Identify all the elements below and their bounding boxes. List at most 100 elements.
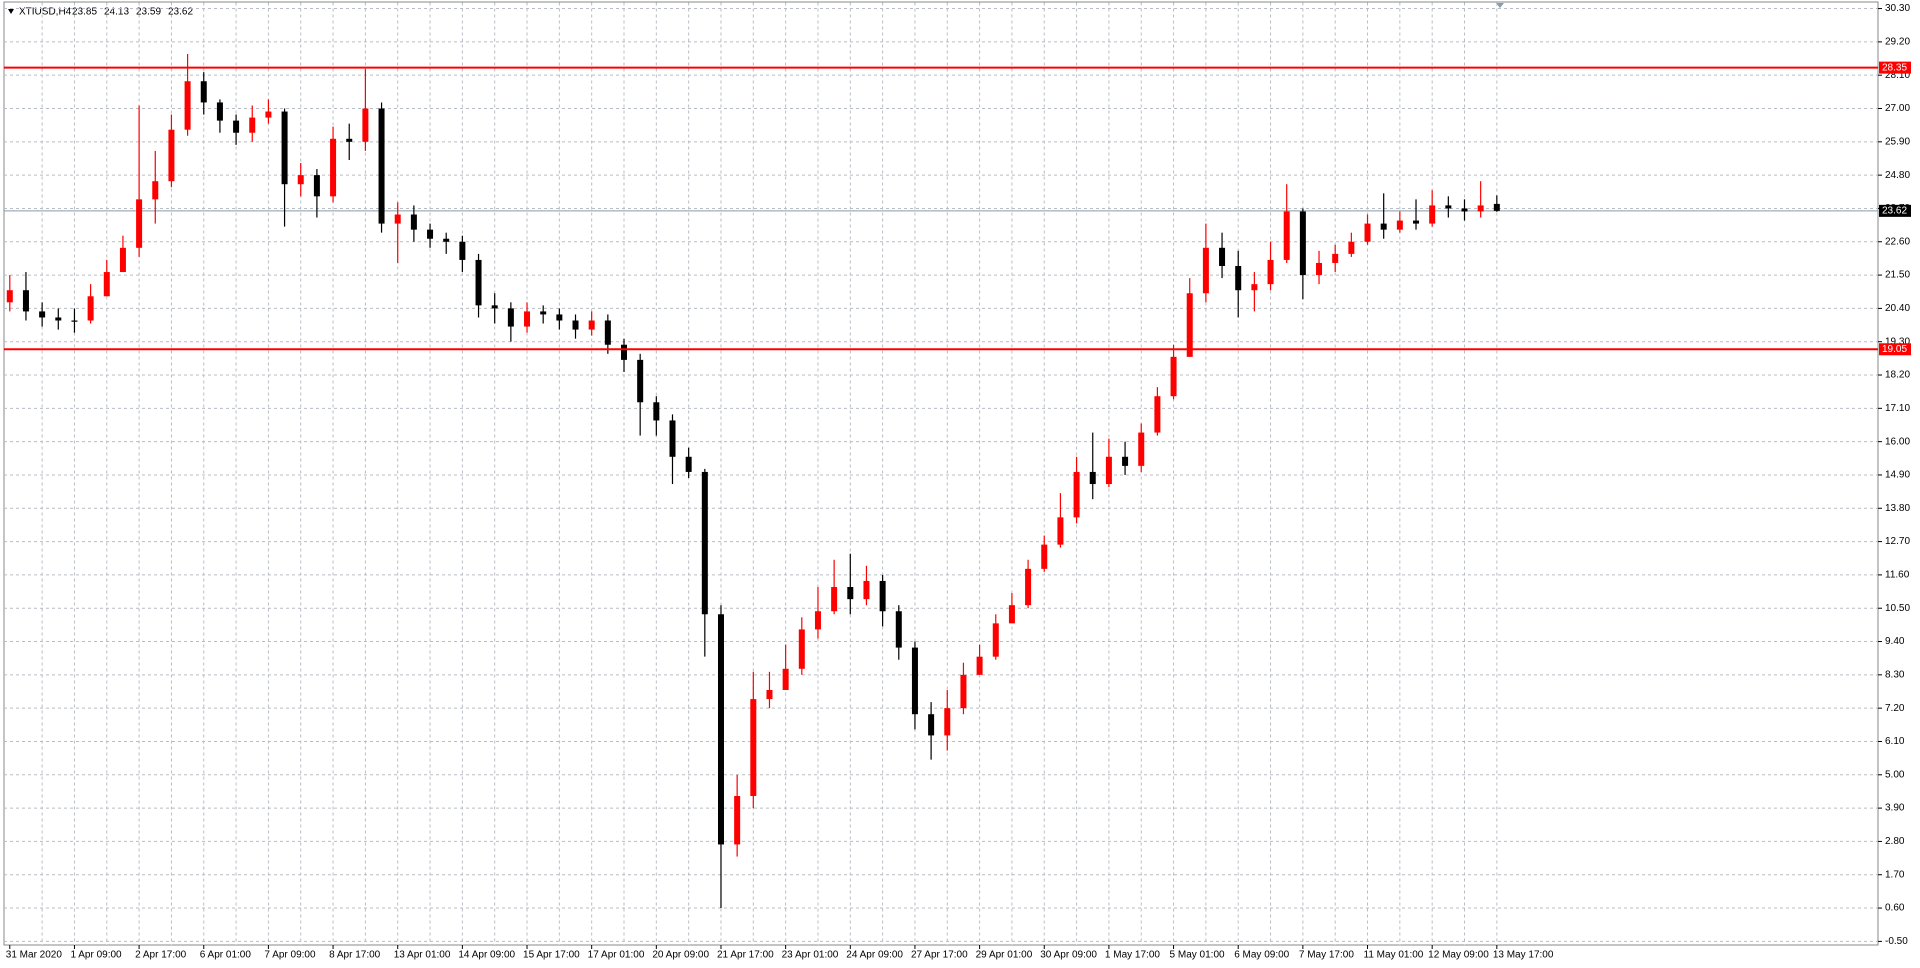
candle-body	[1219, 247, 1226, 266]
candle-body	[184, 81, 191, 130]
candle-body	[1283, 211, 1290, 260]
x-tick-label: 8 Apr 17:00	[329, 950, 381, 961]
candle-body	[992, 623, 999, 657]
candle-body	[895, 611, 902, 648]
y-tick-label: 7.20	[1885, 703, 1905, 714]
candle-body	[1316, 262, 1323, 276]
candle-body	[119, 247, 126, 273]
x-tick-label: 30 Apr 09:00	[1040, 950, 1097, 961]
y-tick-label: 16.00	[1885, 436, 1910, 447]
candle-body	[782, 668, 789, 690]
x-tick-label: 20 Apr 09:00	[652, 950, 709, 961]
candle-body	[588, 320, 595, 330]
candle-body	[87, 296, 94, 321]
x-tick-label: 31 Mar 2020	[6, 950, 63, 961]
candle-body	[863, 580, 870, 600]
y-tick-label: 0.60	[1885, 903, 1905, 914]
y-tick-label: 14.90	[1885, 470, 1910, 481]
y-tick-label: 12.70	[1885, 536, 1910, 547]
y-tick-label: 28.10	[1885, 70, 1910, 81]
x-tick-label: 15 Apr 17:00	[523, 950, 580, 961]
candle-body	[1138, 432, 1145, 466]
candle-body	[1235, 265, 1242, 291]
level-label-box	[1879, 61, 1911, 74]
x-tick-label: 1 Apr 09:00	[70, 950, 122, 961]
candle-body	[685, 456, 692, 472]
candle-body	[524, 311, 531, 327]
candle-body	[701, 471, 708, 615]
y-tick-label: 21.50	[1885, 270, 1910, 281]
candle-body	[1041, 544, 1048, 569]
candle-body	[1008, 605, 1015, 624]
candle-body	[1380, 223, 1387, 230]
candle-body	[604, 320, 611, 345]
y-tick-label: 13.80	[1885, 503, 1910, 514]
candle-body	[346, 138, 353, 142]
candle-body	[427, 229, 434, 239]
candle-body	[572, 320, 579, 330]
candle-body	[265, 111, 272, 118]
candle-body	[1493, 203, 1500, 211]
candle-body	[378, 108, 385, 224]
candle-body	[1445, 205, 1452, 209]
candle-body	[669, 420, 676, 457]
y-tick-label: 10.50	[1885, 603, 1910, 614]
candle-body	[1348, 241, 1355, 254]
candle-body	[944, 708, 951, 736]
y-tick-label: 29.20	[1885, 37, 1910, 48]
candle-body	[847, 587, 854, 600]
candle-body	[330, 138, 337, 197]
y-tick-label: 17.10	[1885, 403, 1910, 414]
x-tick-label: 1 May 17:00	[1105, 950, 1160, 961]
y-tick-label: 6.10	[1885, 736, 1905, 747]
candle-body	[1122, 456, 1129, 466]
y-tick-label: 20.40	[1885, 303, 1910, 314]
candle-body	[653, 402, 660, 421]
candle-body	[1332, 253, 1339, 263]
y-tick-label: 3.90	[1885, 803, 1905, 814]
y-tick-label: 19.30	[1885, 336, 1910, 347]
candle-body	[928, 714, 935, 736]
candle-body	[507, 308, 514, 327]
candle-body	[879, 580, 886, 612]
candle-body	[814, 611, 821, 630]
y-tick-label: 22.60	[1885, 236, 1910, 247]
current-price-label: 23.62	[1882, 206, 1907, 217]
plot-frame	[3, 1, 1879, 946]
candle-body	[540, 311, 547, 315]
candle-body	[766, 689, 773, 700]
y-tick-label: 5.00	[1885, 769, 1905, 780]
x-tick-label: 12 May 09:00	[1428, 950, 1489, 961]
x-tick-label: 11 May 01:00	[1364, 950, 1424, 961]
candle-body	[911, 647, 918, 715]
header-value: 23.59	[136, 7, 161, 18]
y-tick-label: 25.90	[1885, 136, 1910, 147]
y-tick-label: -0.50	[1885, 936, 1908, 947]
candle-body	[798, 629, 805, 669]
y-tick-label: 24.80	[1885, 170, 1910, 181]
candle-body	[1154, 396, 1161, 433]
x-tick-label: 21 Apr 17:00	[717, 950, 774, 961]
candle-body	[1089, 471, 1096, 485]
x-tick-label: 24 Apr 09:00	[846, 950, 903, 961]
header-value: 23.62	[168, 7, 193, 18]
y-tick-label: 9.40	[1885, 636, 1905, 647]
x-tick-label: 7 May 17:00	[1299, 950, 1354, 961]
candle-body	[556, 314, 563, 321]
candle-body	[1073, 471, 1080, 518]
y-tick-label: 11.60	[1885, 570, 1910, 581]
candle-body	[136, 199, 143, 248]
y-tick-label: 1.70	[1885, 869, 1905, 880]
candle-body	[976, 656, 983, 675]
x-tick-label: 27 Apr 17:00	[911, 950, 968, 961]
candle-body	[1186, 293, 1193, 357]
candle-body	[475, 259, 482, 306]
candle-body	[249, 117, 256, 133]
x-tick-label: 23 Apr 01:00	[782, 950, 839, 961]
candle-body	[1170, 356, 1177, 397]
candle-body	[1202, 247, 1209, 294]
x-tick-label: 5 May 01:00	[1170, 950, 1225, 961]
candle-body	[734, 795, 741, 845]
candle-body	[103, 272, 110, 297]
